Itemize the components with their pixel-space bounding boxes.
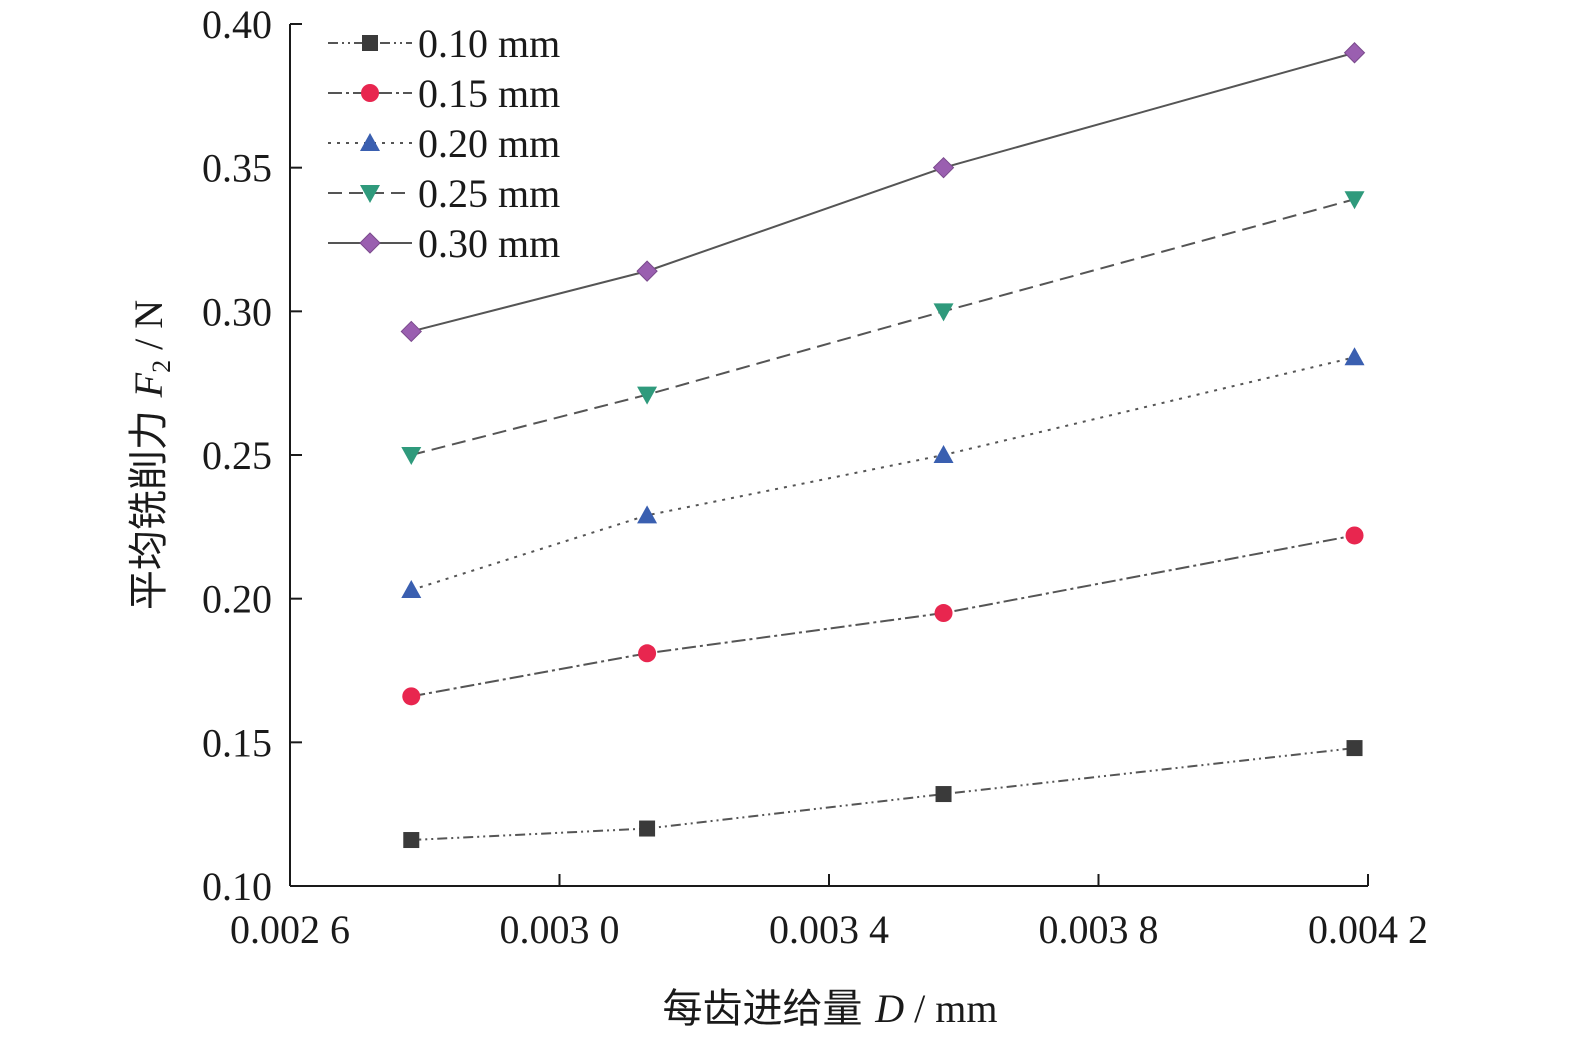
- series-2: [402, 526, 1364, 706]
- data-point: [403, 832, 420, 849]
- data-point: [401, 447, 422, 465]
- y-axis-title-symbol: F: [126, 372, 171, 398]
- data-point: [932, 156, 955, 179]
- y-axis-title-prefix: 平均铣削力: [126, 397, 172, 610]
- data-point: [637, 505, 658, 524]
- legend: 0.10 mm 0.15 mm 0.20 mm 0.25 mm 0.30 mm: [328, 21, 560, 266]
- legend-label: 0.15 mm: [418, 71, 560, 116]
- y-tick-label: 0.15: [202, 720, 272, 765]
- series-1: [403, 740, 1363, 849]
- data-point: [1344, 347, 1365, 366]
- x-tick-label: 0.003 0: [500, 907, 620, 952]
- data-point: [360, 185, 380, 203]
- data-point: [638, 644, 657, 663]
- series-line: [411, 747, 1355, 842]
- data-point: [934, 604, 953, 623]
- y-axis-title: 平均铣削力 F2 / N: [126, 300, 176, 610]
- series-line: [411, 534, 1355, 698]
- x-tick-label: 0.002 6: [230, 907, 350, 952]
- data-point: [935, 786, 952, 803]
- data-point: [359, 232, 381, 254]
- data-point: [933, 303, 954, 322]
- x-axis-title: 每齿进给量 D / mm: [663, 986, 998, 1032]
- series-3: [401, 347, 1365, 599]
- data-point: [361, 84, 379, 102]
- series-line: [411, 51, 1355, 333]
- y-tick-label: 0.20: [202, 577, 272, 622]
- data-point: [401, 580, 422, 599]
- data-point: [1343, 42, 1366, 64]
- x-tick-label: 0.003 8: [1039, 907, 1159, 952]
- x-axis-title-unit: / mm: [904, 986, 997, 1031]
- legend-item: 0.10 mm: [328, 21, 560, 66]
- ticks: 0.10 0.15 0.20 0.25 0.30 0.35 0.40 0.002 6 0.003…: [202, 2, 1428, 952]
- data-point: [400, 320, 422, 343]
- data-point: [637, 386, 658, 405]
- data-point: [1346, 740, 1363, 757]
- series-5: [400, 42, 1366, 343]
- series-line: [411, 198, 1355, 456]
- y-tick-label: 0.35: [202, 146, 272, 191]
- y-axis-title-subscript: 2: [147, 360, 176, 373]
- x-axis-title-prefix: 每齿进给量: [663, 986, 876, 1032]
- y-tick-label: 0.30: [202, 289, 272, 334]
- legend-label: 0.25 mm: [418, 171, 560, 216]
- y-tick-label: 0.40: [202, 2, 272, 47]
- y-axis-title-unit: / N: [126, 300, 171, 360]
- legend-item: 0.20 mm: [328, 121, 560, 166]
- data-point: [636, 260, 658, 282]
- x-tick-label: 0.004 2: [1308, 907, 1428, 952]
- data-point: [402, 687, 421, 706]
- data-point: [362, 35, 378, 51]
- legend-item: 0.15 mm: [328, 71, 560, 116]
- data-point: [1344, 191, 1365, 210]
- legend-label: 0.20 mm: [418, 121, 560, 166]
- legend-label: 0.10 mm: [418, 21, 560, 66]
- y-tick-label: 0.25: [202, 433, 272, 478]
- legend-item: 0.30 mm: [328, 221, 560, 266]
- data-point: [1345, 526, 1364, 545]
- x-tick-label: 0.003 4: [769, 907, 889, 952]
- series-4: [401, 191, 1365, 465]
- data-point: [360, 133, 380, 151]
- series-line: [410, 356, 1355, 591]
- series-layer: [400, 42, 1366, 849]
- legend-item: 0.25 mm: [328, 171, 560, 216]
- legend-label: 0.30 mm: [418, 221, 560, 266]
- y-tick-label: 0.10: [202, 864, 272, 909]
- data-point: [639, 820, 656, 837]
- x-axis-title-symbol: D: [874, 986, 904, 1031]
- data-point: [933, 445, 954, 463]
